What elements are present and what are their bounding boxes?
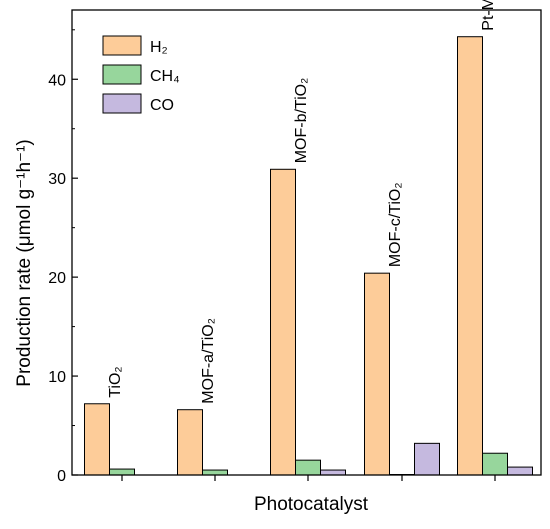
x-axis-title: Photocatalyst	[254, 494, 369, 515]
legend-swatch	[102, 64, 142, 85]
legend: H₂ CH₄ CO	[102, 35, 180, 114]
y-tick-label: 10	[48, 369, 66, 386]
y-axis-title: Production rate (μmol g⁻¹h⁻¹)	[14, 139, 35, 386]
category-label: Pt-MOF-b/TiO₂	[480, 0, 497, 31]
bar	[507, 466, 533, 476]
category-label: MOF-c/TiO₂	[387, 182, 404, 267]
bar	[177, 409, 203, 476]
y-tick-label: 20	[48, 270, 66, 287]
bar	[457, 36, 483, 476]
legend-label: CO	[150, 97, 174, 114]
legend-label: CH₄	[150, 68, 180, 85]
legend-swatch	[102, 35, 142, 56]
y-tick-label: 30	[48, 171, 66, 188]
bar	[295, 459, 321, 476]
bar	[482, 452, 508, 476]
legend-swatch	[102, 93, 142, 114]
bar	[109, 468, 135, 476]
bar	[202, 469, 228, 476]
category-label: MOF-b/TiO₂	[293, 78, 310, 164]
y-tick-label: 0	[57, 468, 66, 485]
category-label: MOF-a/TiO₂	[200, 318, 217, 404]
bar	[364, 272, 390, 476]
bar	[84, 403, 110, 476]
y-tick-label: 40	[48, 72, 66, 89]
plot-area: 0 10 20 30 40 TiO₂ MOF-a/TiO₂ MOF-b/TiO₂ MOF-c/T…	[48, 0, 542, 485]
bar	[414, 442, 440, 476]
legend-label: H₂	[150, 39, 168, 56]
bar	[270, 168, 296, 476]
plot-frame	[71, 9, 542, 476]
bar	[320, 469, 346, 476]
category-label: TiO₂	[107, 366, 124, 397]
